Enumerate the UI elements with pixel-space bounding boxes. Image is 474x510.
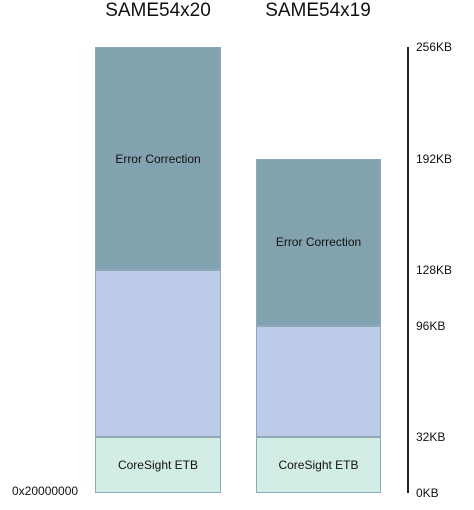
segment-ram (256, 325, 381, 438)
axis-tick-label: 0KB (416, 486, 439, 500)
segment-coresight-etb: CoreSight ETB (95, 437, 221, 493)
axis-tick-label: 32KB (416, 430, 446, 445)
segment-label: Error Correction (275, 235, 362, 250)
segment-label: Error Correction (115, 151, 201, 166)
base-address-label: 0x20000000 (12, 484, 79, 498)
memory-column-same54x20: CoreSight ETB Error Correction (95, 47, 221, 494)
axis-tick-label: 256KB (416, 40, 453, 54)
column-title-same54x20: SAME54x20 (105, 0, 211, 21)
memory-column-same54x19: CoreSight ETB Error Correction (256, 103, 381, 494)
segment-ram (95, 270, 221, 438)
segment-label: CoreSight ETB (278, 458, 359, 473)
axis-line (407, 47, 409, 493)
segment-error-correction: Error Correction (95, 47, 221, 270)
segment-label: CoreSight ETB (117, 458, 199, 473)
axis-tick-label: 192KB (416, 151, 453, 166)
segment-coresight-etb: CoreSight ETB (256, 437, 381, 493)
axis-tick-label: 128KB (416, 263, 453, 277)
segment-error-correction: Error Correction (256, 158, 381, 326)
column-title-same54x19: SAME54x19 (265, 0, 371, 21)
axis-tick-label: 96KB (416, 318, 446, 333)
